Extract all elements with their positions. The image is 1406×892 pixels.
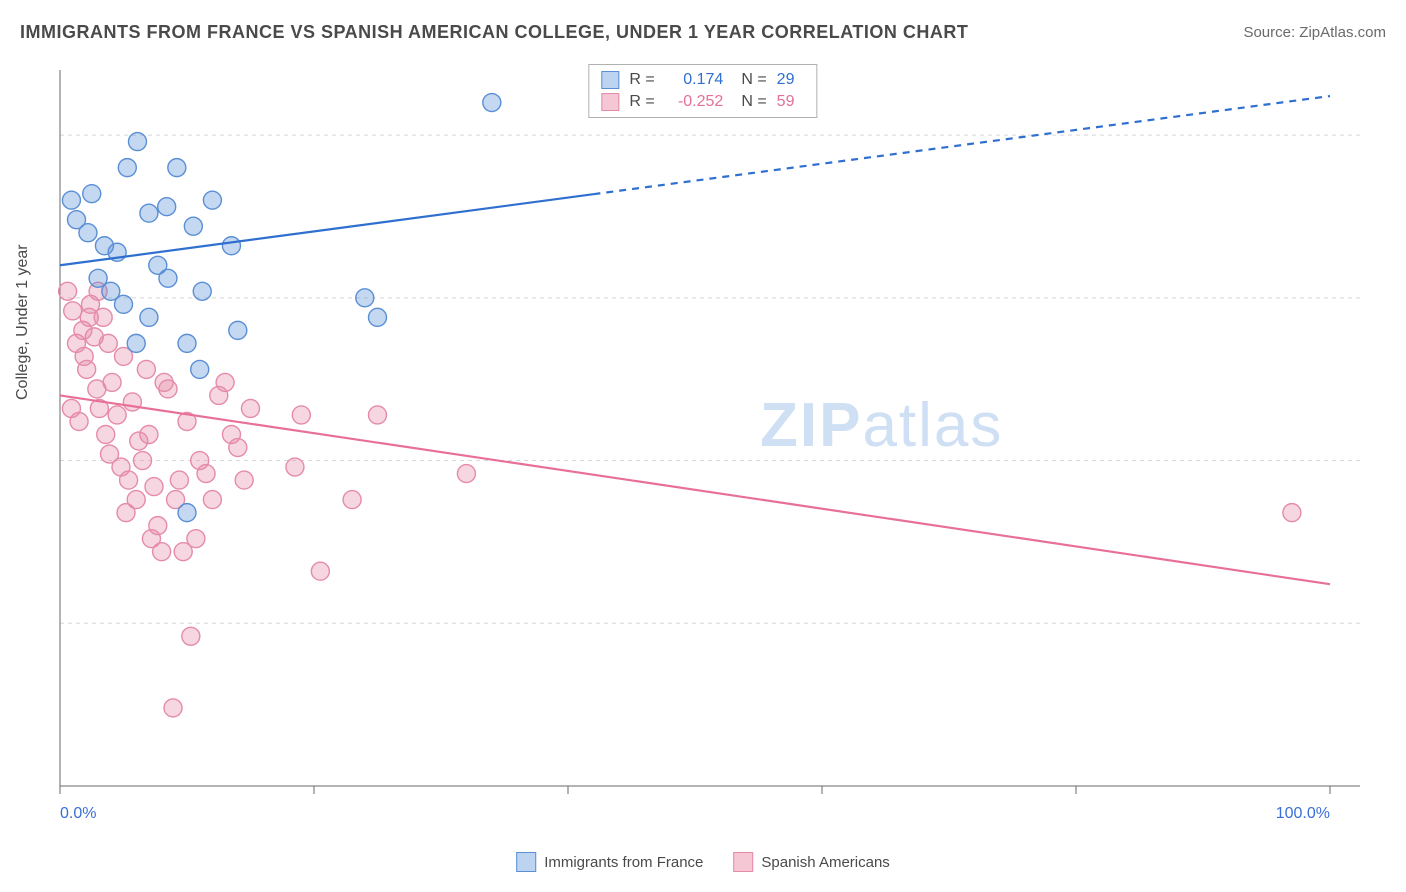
stats-row-0: R = 0.174 N = 29 [601,69,804,91]
legend-label-1: Spanish Americans [761,854,889,871]
r-label: R = [629,93,657,111]
r-value-1: -0.252 [667,93,723,111]
n-label: N = [741,93,766,111]
svg-text:100.0%: 100.0% [1276,805,1330,820]
r-label: R = [629,71,657,89]
source-label: Source: ZipAtlas.com [1243,24,1386,41]
legend-item-0: Immigrants from France [516,852,703,872]
swatch-icon [733,852,753,872]
n-value-1: 59 [777,93,805,111]
r-value-0: 0.174 [667,71,723,89]
chart-area: 25.0%50.0%75.0%100.0%0.0%100.0% [50,60,1370,820]
swatch-icon [516,852,536,872]
y-axis-label: College, Under 1 year [14,244,32,400]
stats-row-1: R = -0.252 N = 59 [601,91,804,113]
series-legend: Immigrants from France Spanish Americans [516,852,890,872]
svg-text:0.0%: 0.0% [60,805,96,820]
swatch-icon [601,71,619,89]
legend-item-1: Spanish Americans [733,852,889,872]
legend-label-0: Immigrants from France [544,854,703,871]
stats-legend: R = 0.174 N = 29 R = -0.252 N = 59 [588,64,817,118]
scatter-chart: 25.0%50.0%75.0%100.0%0.0%100.0% [50,60,1370,820]
swatch-icon [601,93,619,111]
n-value-0: 29 [777,71,805,89]
chart-title: IMMIGRANTS FROM FRANCE VS SPANISH AMERIC… [20,22,968,43]
n-label: N = [741,71,766,89]
